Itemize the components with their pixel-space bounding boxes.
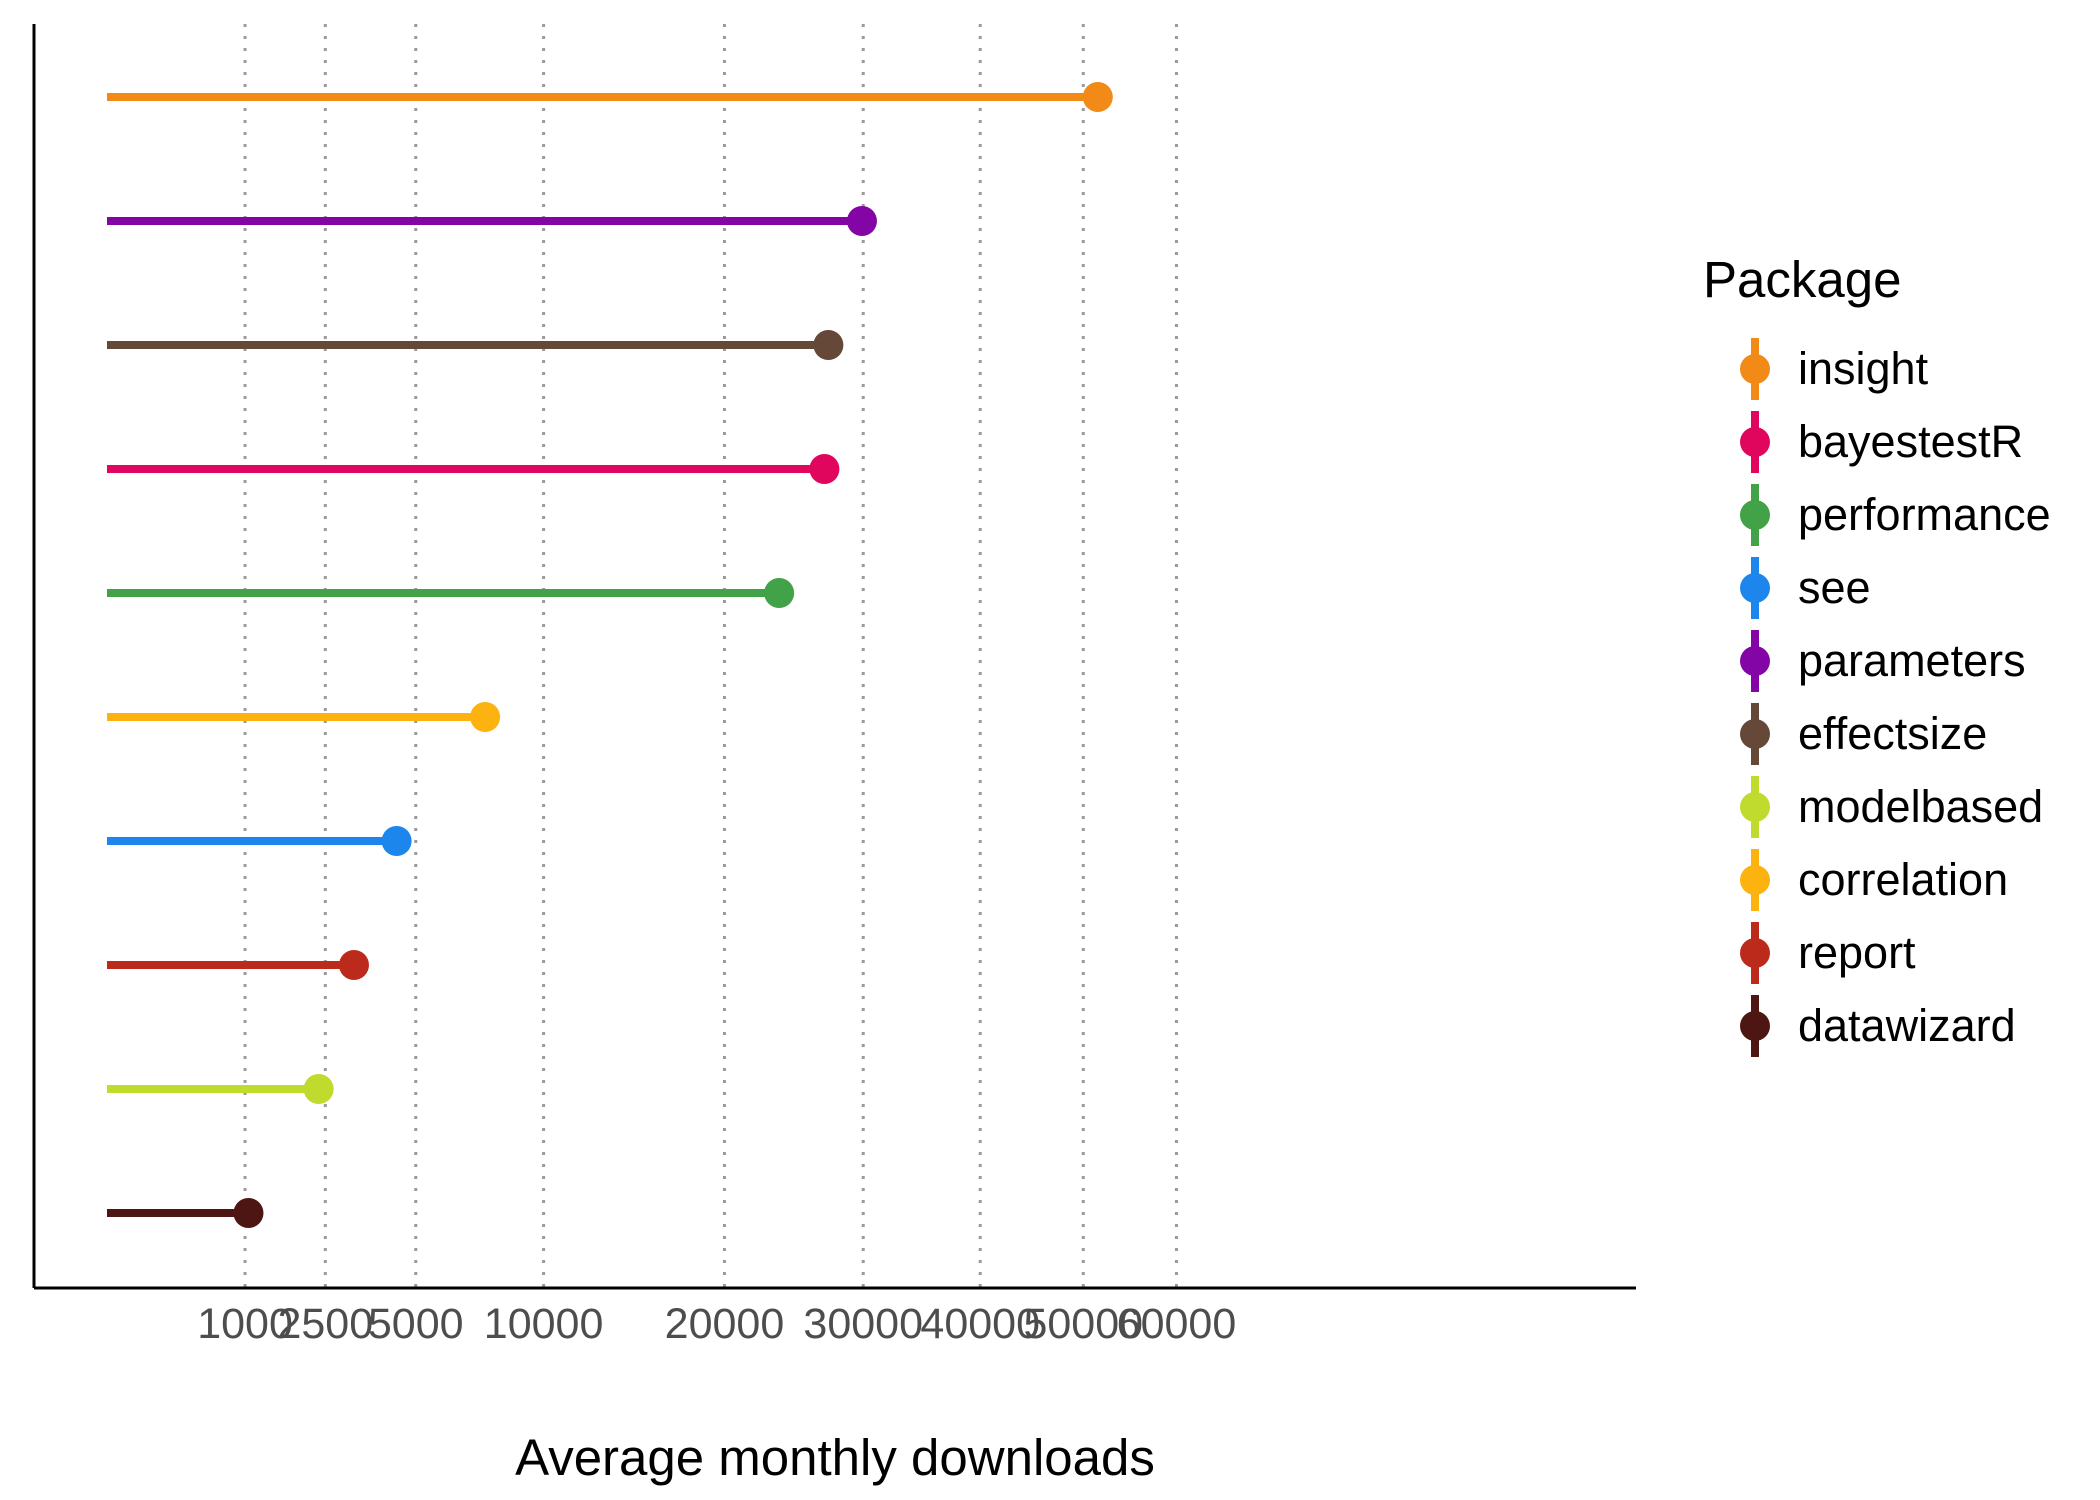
- x-axis-title: Average monthly downloads: [515, 1429, 1155, 1486]
- lollipop-point-performance: [764, 578, 795, 608]
- lollipop-point-insight: [1082, 82, 1113, 112]
- lollipops: [107, 82, 1113, 1228]
- legend-label: bayestestR: [1798, 416, 2023, 467]
- legend-item-parameters: parameters: [1740, 630, 2026, 692]
- legend-key-point: [1740, 1011, 1770, 1041]
- x-tick-label: 40000: [920, 1300, 1040, 1348]
- x-tick-label: 1000: [197, 1300, 293, 1348]
- lollipop-point-effectsize: [813, 330, 844, 360]
- legend-label: see: [1798, 562, 1871, 613]
- x-tick-label: 2500: [277, 1300, 373, 1348]
- legend-key-point: [1740, 938, 1770, 968]
- legend-item-datawizard: datawizard: [1740, 995, 2016, 1057]
- legend-key-point: [1740, 427, 1770, 457]
- lollipop-point-bayestestR: [809, 454, 840, 484]
- legend-key-point: [1740, 719, 1770, 749]
- legend: Package insight bayestestR performance see p…: [1703, 251, 2051, 1057]
- x-tick-label: 10000: [484, 1300, 604, 1348]
- x-tick-label: 50000: [1023, 1300, 1143, 1348]
- legend-label: performance: [1798, 489, 2051, 540]
- legend-item-report: report: [1740, 922, 1916, 984]
- legend-item-insight: insight: [1740, 338, 1929, 400]
- legend-key-point: [1740, 354, 1770, 384]
- legend-label: modelbased: [1798, 781, 2043, 832]
- lollipop-point-see: [381, 826, 412, 856]
- legend-items: insight bayestestR performance see parameter…: [1740, 338, 2051, 1057]
- legend-key-point: [1740, 573, 1770, 603]
- legend-item-performance: performance: [1740, 484, 2051, 546]
- legend-label: insight: [1798, 343, 1929, 394]
- legend-key-point: [1740, 865, 1770, 895]
- x-tick-label: 60000: [1117, 1300, 1237, 1348]
- x-tick-label: 5000: [368, 1300, 464, 1348]
- lollipop-point-parameters: [846, 206, 877, 236]
- legend-label: parameters: [1798, 635, 2026, 686]
- legend-item-modelbased: modelbased: [1740, 776, 2043, 838]
- legend-label: report: [1798, 927, 1916, 978]
- legend-item-correlation: correlation: [1740, 849, 2008, 911]
- legend-title: Package: [1703, 251, 1901, 308]
- axes: [32, 24, 1636, 1290]
- legend-key-point: [1740, 646, 1770, 676]
- legend-item-see: see: [1740, 557, 1871, 619]
- legend-label: datawizard: [1798, 1000, 2016, 1051]
- gridlines: [243, 24, 1178, 1288]
- legend-key-point: [1740, 792, 1770, 822]
- legend-key-point: [1740, 500, 1770, 530]
- x-tick-label: 20000: [665, 1300, 785, 1348]
- lollipop-point-correlation: [470, 702, 501, 732]
- x-tick-label: 30000: [803, 1300, 923, 1348]
- legend-item-bayestestR: bayestestR: [1740, 411, 2023, 473]
- lollipop-point-datawizard: [233, 1198, 264, 1228]
- lollipop-point-report: [338, 950, 369, 980]
- legend-label: correlation: [1798, 854, 2008, 905]
- legend-label: effectsize: [1798, 708, 1987, 759]
- legend-item-effectsize: effectsize: [1740, 703, 1987, 765]
- lollipop-point-modelbased: [303, 1074, 334, 1104]
